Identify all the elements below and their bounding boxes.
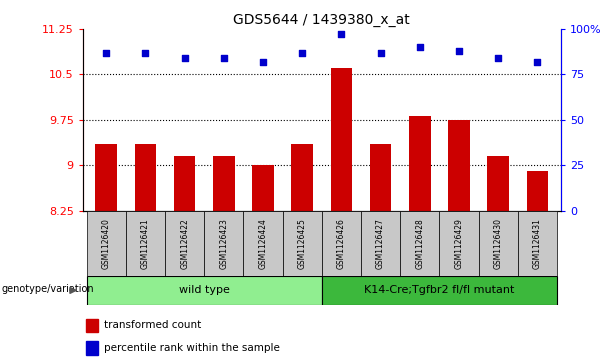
- Bar: [527, 171, 548, 211]
- Text: GSM1126425: GSM1126425: [298, 218, 306, 269]
- Text: percentile rank within the sample: percentile rank within the sample: [104, 343, 280, 353]
- Bar: [213, 156, 235, 211]
- Text: GSM1126426: GSM1126426: [337, 218, 346, 269]
- Bar: [86, 276, 322, 305]
- Text: GSM1126423: GSM1126423: [219, 218, 229, 269]
- Title: GDS5644 / 1439380_x_at: GDS5644 / 1439380_x_at: [234, 13, 410, 26]
- Bar: [243, 211, 283, 276]
- Bar: [135, 144, 156, 211]
- Bar: [86, 342, 98, 355]
- Bar: [479, 211, 518, 276]
- Text: GSM1126431: GSM1126431: [533, 218, 542, 269]
- Point: [533, 59, 543, 65]
- Point: [454, 48, 464, 54]
- Bar: [86, 211, 126, 276]
- Bar: [283, 211, 322, 276]
- Bar: [96, 144, 117, 211]
- Text: GSM1126428: GSM1126428: [415, 218, 424, 269]
- Bar: [253, 165, 274, 211]
- Point: [415, 44, 425, 50]
- Text: GSM1126422: GSM1126422: [180, 218, 189, 269]
- Bar: [322, 211, 361, 276]
- Point: [101, 50, 111, 56]
- Point: [493, 55, 503, 61]
- Bar: [86, 319, 98, 332]
- Bar: [370, 144, 391, 211]
- Bar: [165, 211, 204, 276]
- Text: K14-Cre;Tgfbr2 fl/fl mutant: K14-Cre;Tgfbr2 fl/fl mutant: [364, 285, 514, 295]
- Point: [140, 50, 150, 56]
- Bar: [291, 144, 313, 211]
- Text: GSM1126424: GSM1126424: [259, 218, 267, 269]
- Bar: [204, 211, 243, 276]
- Point: [219, 55, 229, 61]
- Text: GSM1126429: GSM1126429: [454, 218, 463, 269]
- Point: [376, 50, 386, 56]
- Text: GSM1126421: GSM1126421: [141, 218, 150, 269]
- Bar: [174, 156, 196, 211]
- Bar: [361, 211, 400, 276]
- Bar: [440, 211, 479, 276]
- Point: [180, 55, 189, 61]
- Bar: [518, 211, 557, 276]
- Bar: [487, 156, 509, 211]
- Point: [258, 59, 268, 65]
- Bar: [448, 120, 470, 211]
- Bar: [400, 211, 440, 276]
- Text: wild type: wild type: [179, 285, 230, 295]
- Bar: [409, 115, 430, 211]
- Text: genotype/variation: genotype/variation: [2, 284, 94, 294]
- Point: [297, 50, 307, 56]
- Text: GSM1126420: GSM1126420: [102, 218, 111, 269]
- Text: GSM1126427: GSM1126427: [376, 218, 385, 269]
- Point: [337, 32, 346, 37]
- Bar: [330, 68, 352, 211]
- Text: GSM1126430: GSM1126430: [493, 218, 503, 269]
- Text: transformed count: transformed count: [104, 321, 202, 330]
- Bar: [322, 276, 557, 305]
- Bar: [126, 211, 165, 276]
